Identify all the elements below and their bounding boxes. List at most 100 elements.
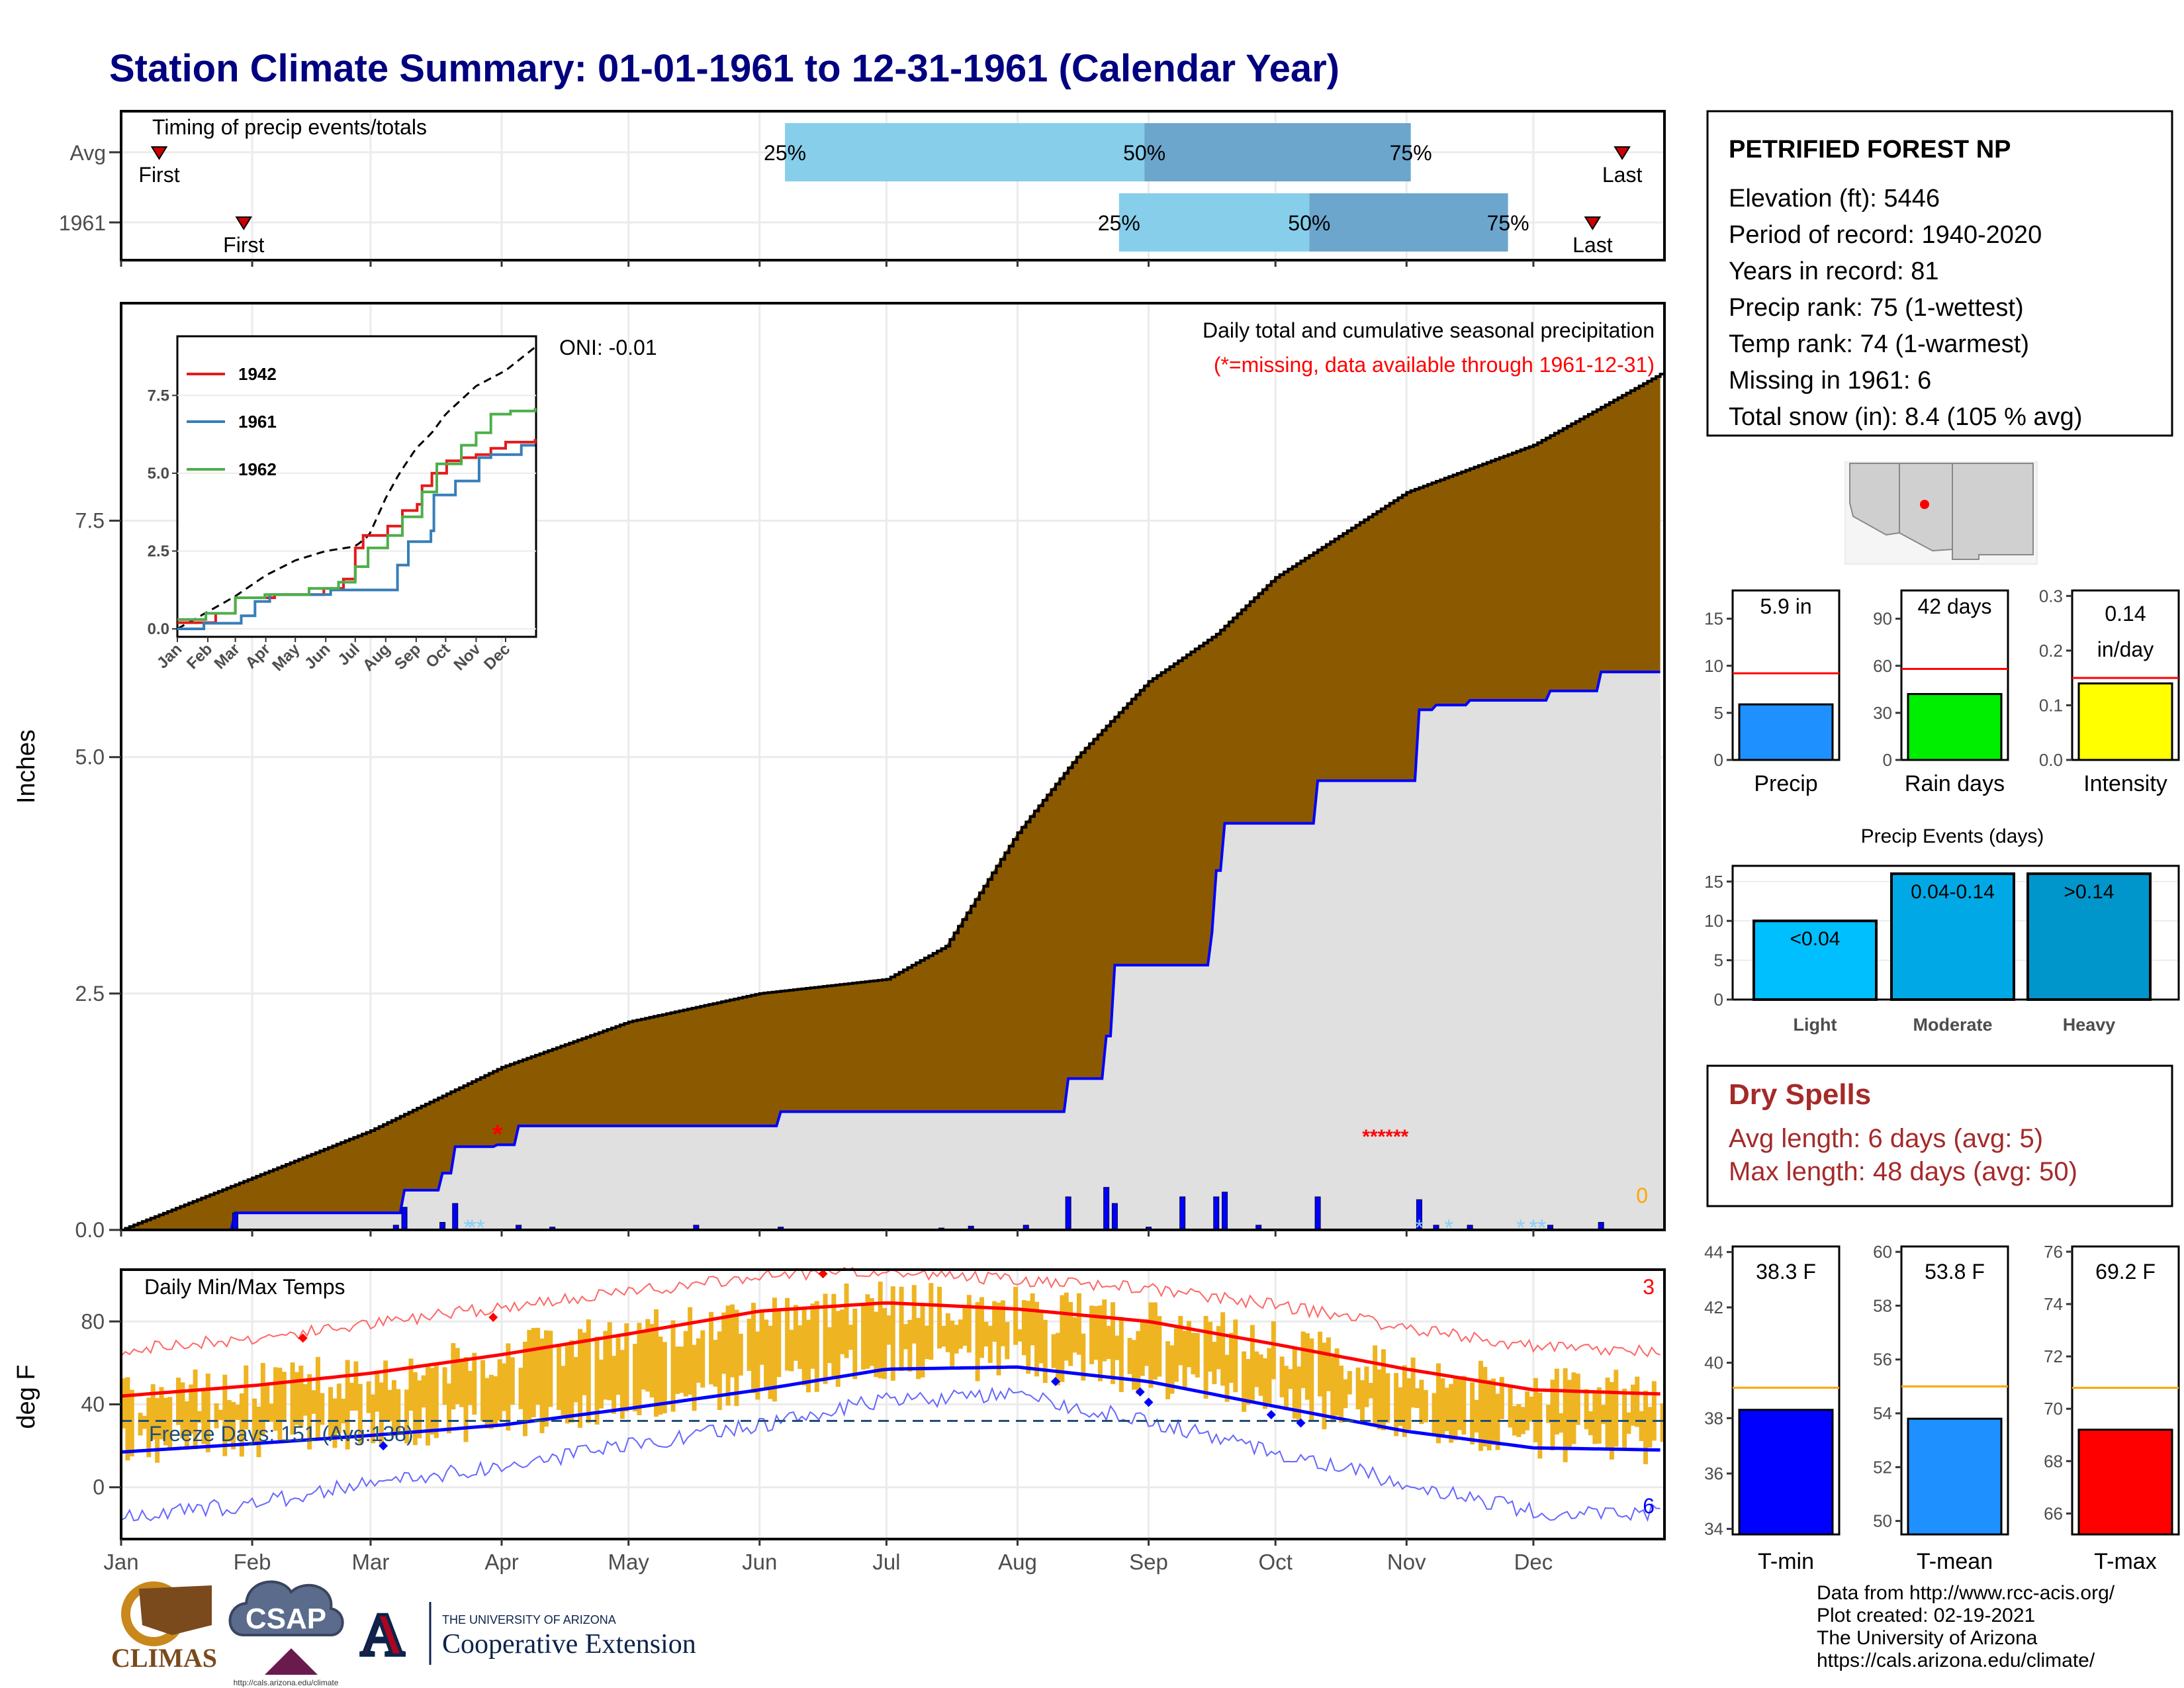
daily-temp-bar [1614, 1370, 1619, 1447]
daily-temp-bar [1224, 1354, 1230, 1402]
temp-ytick-label: 0 [93, 1476, 105, 1499]
daily-temp-bar [1359, 1380, 1365, 1421]
daily-temp-bar [214, 1403, 219, 1429]
timing-label: Timing of precip events/totals [152, 115, 427, 139]
daily-temp-bar [1474, 1399, 1479, 1433]
daily-temp-bar [1592, 1391, 1598, 1444]
daily-temp-bar [937, 1286, 942, 1349]
daily-precip-bar [401, 1207, 408, 1231]
daily-temp-bar [1309, 1338, 1314, 1422]
credit-line: The University of Arizona [1817, 1627, 2038, 1649]
daily-temp-bar [1622, 1388, 1627, 1450]
daily-temp-bar [1491, 1378, 1496, 1445]
daily-temp-bar [1169, 1345, 1175, 1394]
daily-temp-bar [1571, 1372, 1576, 1444]
inset-ytick-label: 5.0 [148, 465, 169, 483]
daily-temp-bar [1064, 1292, 1069, 1361]
daily-temp-bar [273, 1367, 278, 1431]
normal-min-line [120, 1365, 1661, 1454]
record-low-count: 6 [1643, 1494, 1655, 1518]
daily-temp-bar [916, 1317, 921, 1380]
daily-temp-bar [1292, 1346, 1297, 1419]
temp-ytick-label: 40 [81, 1393, 105, 1417]
daily-temp-bar [260, 1362, 265, 1435]
daily-temp-bar [150, 1384, 156, 1440]
dry-spells-max: Max length: 48 days (avg: 50) [1729, 1157, 2077, 1186]
daily-temp-bar [764, 1319, 769, 1389]
station-info-line: Missing in 1961: 6 [1729, 367, 1931, 395]
events-panel-border [1731, 865, 2180, 1001]
last-label: Last [1602, 163, 1643, 187]
month-tick-label: Oct [1259, 1550, 1293, 1574]
temp-panel-label: Daily Min/Max Temps [144, 1275, 345, 1299]
daily-temp-bar [1021, 1299, 1026, 1356]
daily-precip-bar [1103, 1187, 1110, 1231]
event-bar-label: <0.04 [1790, 928, 1841, 950]
daily-temp-bar [1157, 1316, 1162, 1377]
timing-bar-q25-q50 [785, 123, 1145, 181]
daily-temp-bar [252, 1398, 257, 1446]
daily-temp-bar [1263, 1358, 1268, 1409]
daily-temp-bar [717, 1331, 722, 1411]
daily-temp-bar [256, 1406, 261, 1458]
daily-temp-bar [502, 1363, 507, 1411]
daily-temp-bar [1115, 1335, 1120, 1360]
daily-temp-bar [1068, 1301, 1073, 1366]
daily-temp-bar [1478, 1360, 1483, 1451]
daily-temp-bar [1102, 1299, 1107, 1362]
snow-marker: * [1415, 1215, 1424, 1241]
daily-temp-bar [125, 1377, 130, 1461]
record-low-marker [1050, 1377, 1060, 1387]
timing-bar-q50-q75 [1309, 193, 1508, 252]
temp-value-label: 38.3 F [1756, 1260, 1816, 1284]
record-low-marker [1266, 1410, 1276, 1420]
daily-temp-bar [269, 1403, 274, 1422]
normal-max-line [120, 1301, 1661, 1398]
daily-temp-bar [239, 1393, 244, 1457]
daily-temp-bar [1076, 1293, 1081, 1355]
daily-temp-bar [1588, 1411, 1593, 1436]
event-bar-label: 0.04-0.14 [1911, 881, 1995, 903]
q75-label: 75% [1487, 211, 1529, 235]
q25-label: 25% [1098, 211, 1140, 235]
daily-temp-bar [522, 1341, 527, 1436]
daily-temp-bar [472, 1352, 477, 1415]
page-title: Station Climate Summary: 01-01-1961 to 1… [109, 47, 1340, 90]
inset-series-line [177, 408, 537, 621]
daily-temp-bar [1271, 1321, 1276, 1380]
daily-temp-bar [1042, 1319, 1048, 1383]
daily-temp-bar [869, 1298, 874, 1366]
daily-temp-bar [315, 1356, 320, 1440]
temp-value-bar [2077, 1429, 2173, 1536]
daily-temp-bar [193, 1369, 198, 1450]
daily-temp-bar [404, 1389, 410, 1444]
daily-temp-bar [345, 1360, 350, 1450]
daily-temp-bar [1187, 1321, 1192, 1368]
daily-temp-bar [383, 1360, 388, 1422]
daily-temp-bar [231, 1401, 236, 1450]
daily-temp-bar [433, 1363, 439, 1438]
daily-temp-bar [751, 1303, 756, 1393]
daily-temp-bar [1267, 1348, 1272, 1405]
daily-temp-bar [1457, 1379, 1462, 1430]
cloud-icon [228, 1580, 344, 1636]
temp-ylabel: deg F [13, 1364, 40, 1429]
station-info-line: Elevation (ft): 5446 [1729, 185, 1940, 212]
daily-temp-bar [1297, 1366, 1302, 1420]
record-low-marker [1135, 1387, 1145, 1397]
daily-temp-bar [1288, 1369, 1293, 1389]
event-category-label: Moderate [1913, 1015, 1992, 1035]
daily-precip-bar [1314, 1196, 1321, 1231]
daily-temp-bar [1373, 1345, 1378, 1426]
temp-bar-ytick-label: 68 [2044, 1451, 2063, 1471]
daily-temp-bar [159, 1387, 164, 1440]
summary-ytick-label: 15 [1704, 609, 1723, 629]
precip-ytick-label: 5.0 [75, 745, 105, 769]
summary-ytick-label: 0.1 [2039, 695, 2063, 715]
daily-temp-bar [1444, 1387, 1449, 1432]
ua-logo: A THE UNIVERSITY OF ARIZONA Cooperative Ex… [359, 1599, 696, 1670]
daily-temp-bar [1173, 1328, 1179, 1382]
daily-temp-bar [1567, 1380, 1572, 1450]
events-ytick-label: 15 [1704, 872, 1723, 892]
daily-temp-bar [430, 1368, 435, 1435]
